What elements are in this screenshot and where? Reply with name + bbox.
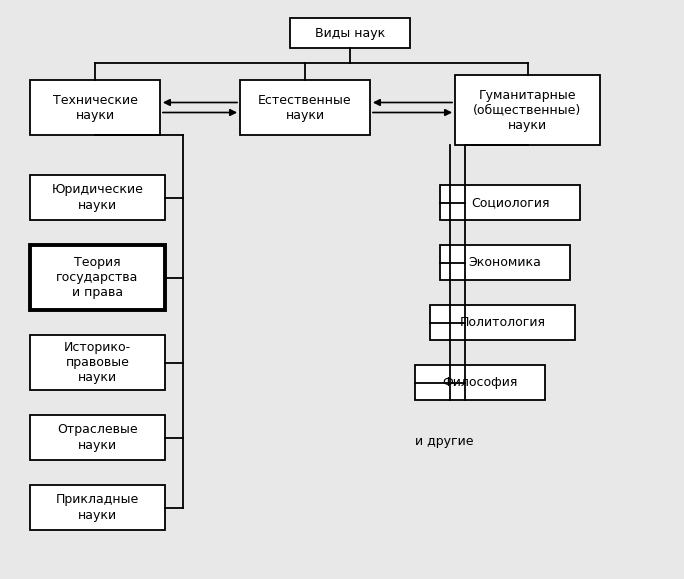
Bar — [30, 415, 165, 460]
Text: Прикладные
науки: Прикладные науки — [56, 493, 139, 522]
Bar — [415, 365, 545, 400]
Text: Юридические
науки: Юридические науки — [51, 184, 144, 211]
Text: Отраслевые
науки: Отраслевые науки — [57, 423, 137, 452]
Text: Технические
науки: Технические науки — [53, 93, 137, 122]
Text: Виды наук: Виды наук — [315, 27, 385, 39]
Text: Экономика: Экономика — [469, 256, 542, 269]
Text: Естественные
науки: Естественные науки — [258, 93, 352, 122]
Text: Теория
государства
и права: Теория государства и права — [56, 256, 139, 299]
Bar — [30, 485, 165, 530]
Bar — [30, 175, 165, 220]
Bar — [440, 245, 570, 280]
Text: и другие: и другие — [415, 435, 473, 448]
Bar — [30, 335, 165, 390]
Text: Философия: Философия — [443, 376, 518, 389]
Bar — [430, 305, 575, 340]
Bar — [290, 18, 410, 48]
Text: Историко-
правовые
науки: Историко- правовые науки — [64, 341, 131, 384]
Bar — [455, 75, 600, 145]
Bar — [30, 80, 160, 135]
Bar — [440, 185, 580, 220]
Text: Политология: Политология — [460, 316, 546, 329]
Text: Социология: Социология — [471, 196, 549, 209]
Bar — [240, 80, 370, 135]
Text: Гуманитарные
(общественные)
науки: Гуманитарные (общественные) науки — [473, 89, 581, 131]
Bar — [30, 245, 165, 310]
